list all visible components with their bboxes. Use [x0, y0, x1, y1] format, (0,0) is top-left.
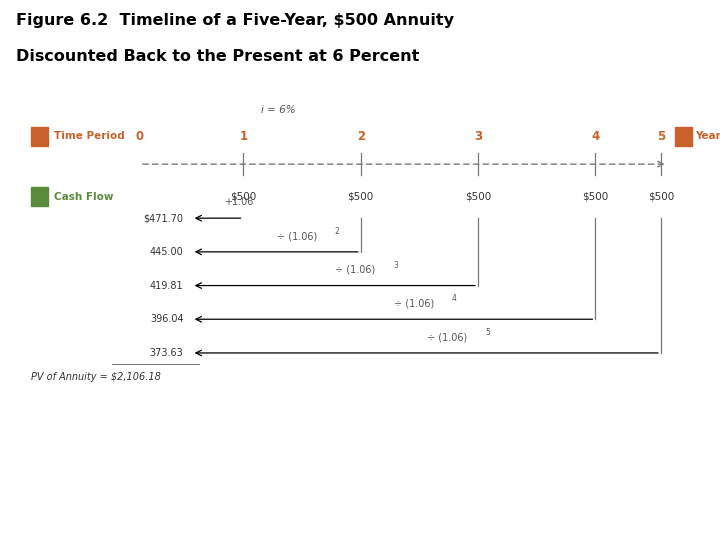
Text: $500: $500	[648, 192, 674, 201]
Text: 3: 3	[474, 130, 482, 143]
Text: ÷ (1.06): ÷ (1.06)	[276, 231, 317, 241]
Text: ÷ (1.06): ÷ (1.06)	[427, 332, 467, 342]
Text: Figure 6.2  Timeline of a Five-Year, $500 Annuity: Figure 6.2 Timeline of a Five-Year, $500…	[16, 14, 454, 29]
Text: +1.06: +1.06	[224, 197, 253, 207]
Text: Cash Flow: Cash Flow	[54, 192, 113, 201]
Text: ÷ (1.06): ÷ (1.06)	[394, 299, 434, 308]
Text: 4: 4	[591, 130, 599, 143]
Bar	[31, 126, 48, 146]
Text: $500: $500	[230, 192, 256, 201]
Text: PV of Annuity = $2,106.18: PV of Annuity = $2,106.18	[31, 372, 161, 382]
Text: $500: $500	[465, 192, 491, 201]
Text: Copyright ©2014 Pearson Education, Inc. All rights reserved.: Copyright ©2014 Pearson Education, Inc. …	[13, 518, 289, 527]
Bar	[675, 126, 692, 146]
Text: $500: $500	[348, 192, 374, 201]
Text: Years: Years	[696, 131, 720, 141]
Text: Discounted Back to the Present at 6 Percent: Discounted Back to the Present at 6 Perc…	[16, 49, 419, 64]
Text: 373.63: 373.63	[150, 348, 184, 358]
Text: ÷ (1.06): ÷ (1.06)	[336, 265, 376, 275]
Text: 6-26: 6-26	[682, 518, 702, 527]
Text: 3: 3	[394, 261, 398, 269]
Text: 2: 2	[356, 130, 365, 143]
Text: 5: 5	[657, 130, 665, 143]
Text: 4: 4	[452, 294, 457, 303]
Text: $500: $500	[582, 192, 608, 201]
Text: $471.70: $471.70	[143, 213, 184, 223]
Bar	[31, 187, 48, 206]
Text: 5: 5	[485, 328, 490, 337]
Text: 1: 1	[239, 130, 248, 143]
Text: 0: 0	[136, 130, 144, 143]
Text: 396.04: 396.04	[150, 314, 184, 324]
Text: 2: 2	[335, 227, 340, 236]
Text: i = 6%: i = 6%	[261, 105, 295, 115]
Text: Time Period: Time Period	[54, 131, 125, 141]
Text: 419.81: 419.81	[150, 281, 184, 291]
Text: 445.00: 445.00	[150, 247, 184, 257]
